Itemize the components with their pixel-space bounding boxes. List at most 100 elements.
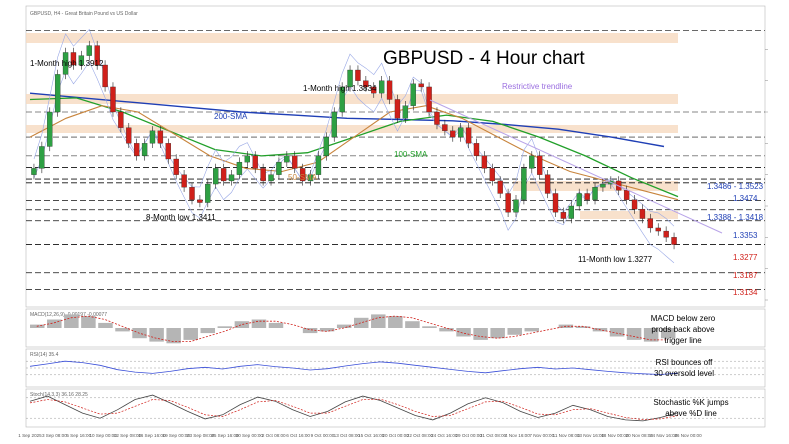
x-tick-label-27: 26 Nov 00:00 (674, 433, 702, 438)
candle-50 (426, 82, 432, 117)
macd-comment-line-3: trigger line (664, 336, 702, 345)
stochastic-comment-line-1: Stochastic %K jumps (653, 398, 728, 407)
macd-bar-5 (115, 328, 130, 332)
macd-bar-29 (524, 328, 540, 332)
candle-48 (410, 79, 416, 111)
candle-53 (450, 126, 456, 142)
candle-75 (623, 185, 630, 205)
candle-20 (189, 182, 195, 205)
candle-12 (126, 122, 132, 149)
candle-33 (292, 151, 298, 174)
annotation-100-sma: 100-SMA (394, 150, 428, 159)
x-tick-label-12: 9 Oct 00:00 (311, 433, 335, 438)
macd-bar-10 (200, 328, 216, 334)
annotation-11-month-low: 11-Month low 1.3277 (578, 255, 653, 264)
macd-bar-8 (166, 328, 181, 344)
candle-39 (339, 82, 345, 117)
x-tick-label-3: 10 Sep 00:00 (89, 433, 117, 438)
stochastic-caption: Stoch(14,3,3) 36.16 28.25 (30, 392, 88, 398)
candle-2 (47, 107, 53, 152)
annotation-50-sma: 50-SMA (288, 173, 318, 182)
x-tick-label-4: 12 Sep 08:00 (114, 433, 142, 438)
candle-63 (529, 151, 535, 174)
moving-averages (29, 92, 679, 201)
level-label-1-3277: 1.3277 (733, 253, 758, 262)
x-tick-label-23: 13 Nov 16:00 (577, 433, 605, 438)
x-tick-label-11: 6 Oct 16:00 (286, 433, 310, 438)
candle-59 (497, 176, 503, 199)
rsi-line (29, 360, 679, 375)
x-tick-label-1: 3 Sep 08:00 (42, 433, 67, 438)
candle-1 (39, 141, 45, 174)
stochastic-series (26, 394, 765, 422)
rsi-comment-line-2: 30 oversold level (654, 369, 714, 378)
macd-bar-34 (609, 328, 625, 337)
candle-42 (363, 75, 369, 92)
candle-37 (323, 132, 330, 161)
macd-bar-7 (149, 328, 164, 342)
candle-19 (181, 169, 187, 192)
macd-series (30, 314, 676, 344)
macd-bar-19 (354, 317, 369, 328)
candle-7 (86, 40, 92, 61)
candle-8 (94, 40, 100, 70)
sma-50-line (29, 105, 679, 201)
x-tick-label-21: 7 Nov 00:00 (529, 433, 554, 438)
candle-56 (473, 138, 480, 161)
candle-43 (371, 82, 377, 98)
macd-bar-11 (217, 326, 233, 328)
x-tick-label-6: 19 Sep 00:00 (163, 433, 191, 438)
level-label-1-3134: 1.3134 (733, 288, 758, 297)
candle-57 (481, 151, 488, 174)
candle-31 (276, 157, 282, 180)
candle-36 (315, 151, 322, 180)
x-tick-label-13: 13 Oct 08:00 (334, 433, 361, 438)
candle-61 (513, 195, 519, 217)
candle-81 (671, 232, 677, 250)
bollinger-bands (33, 28, 675, 264)
candle-49 (418, 79, 424, 92)
candle-64 (537, 151, 543, 180)
x-tick-label-2: 5 Sep 16:00 (66, 433, 91, 438)
x-tick-label-14: 15 Oct 16:00 (358, 433, 385, 438)
x-tick-label-9: 30 Sep 00:00 (236, 433, 264, 438)
level-label-1-3486-1-3523: 1.3486 - 1.3523 (707, 182, 764, 191)
macd-bar-2 (64, 314, 79, 328)
rsi-series (26, 360, 765, 376)
x-tick-label-24: 18 Nov 00:00 (601, 433, 629, 438)
instrument-caption: GBPUSD, H4 - Great Britain Pound vs US D… (30, 11, 138, 17)
candle-14 (141, 138, 148, 161)
upper-band (33, 28, 675, 227)
candle-44 (378, 75, 385, 98)
candle-60 (505, 188, 511, 217)
candle-69 (576, 188, 582, 211)
x-tick-label-26: 24 Nov 16:00 (650, 433, 678, 438)
rsi-caption: RSI(14) 35.4 (30, 352, 59, 358)
candle-71 (592, 182, 598, 205)
x-tick-label-15: 20 Oct 00:00 (382, 433, 409, 438)
x-tick-label-20: 4 Nov 16:00 (505, 433, 530, 438)
candle-18 (173, 154, 179, 180)
macd-bar-25 (456, 328, 471, 337)
candle-6 (78, 50, 85, 70)
candle-46 (394, 94, 401, 123)
candle-68 (568, 201, 574, 224)
candle-72 (600, 179, 606, 192)
candle-38 (331, 107, 337, 142)
candle-28 (252, 151, 258, 174)
candle-70 (584, 188, 590, 205)
candle-3 (54, 69, 61, 117)
sma-200-line (29, 92, 665, 148)
stochastic-k-line (29, 394, 679, 422)
candle-78 (647, 213, 654, 233)
x-tick-label-0: 1 Sep 2025 (18, 433, 42, 438)
candle-0 (31, 163, 37, 180)
candle-79 (655, 223, 661, 236)
candle-67 (560, 207, 567, 224)
candle-35 (307, 169, 314, 186)
level-label-1-3388-1-3418: 1.3388 - 1.3418 (707, 213, 764, 222)
candle-40 (347, 65, 353, 92)
x-tick-label-5: 16 Sep 16:00 (138, 433, 166, 438)
macd-bar-28 (507, 328, 522, 335)
candle-25 (228, 169, 235, 186)
